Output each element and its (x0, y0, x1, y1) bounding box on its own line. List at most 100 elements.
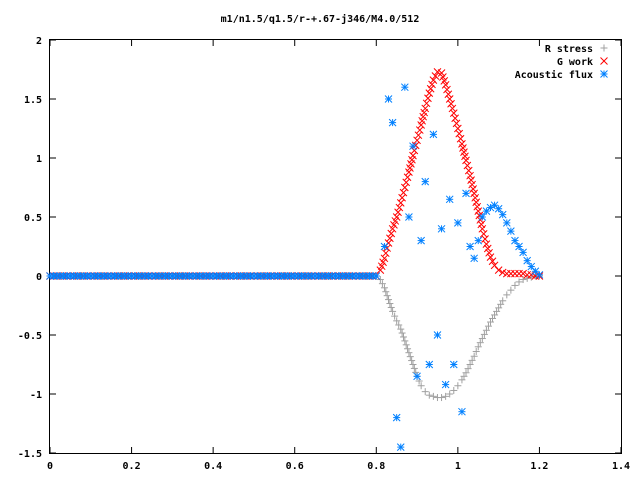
data-point (450, 386, 458, 394)
data-point (428, 80, 436, 89)
data-point (507, 227, 515, 236)
data-point (381, 249, 390, 258)
data-point (469, 185, 478, 193)
data-point (489, 314, 497, 322)
data-point (482, 240, 491, 248)
data-point (438, 394, 446, 402)
data-point (376, 276, 384, 284)
data-point (460, 372, 468, 380)
data-point (449, 109, 458, 118)
data-point (400, 83, 409, 92)
data-point (515, 242, 523, 251)
data-point (441, 80, 450, 89)
data-point (494, 266, 503, 274)
data-point (472, 198, 481, 207)
data-point (464, 365, 472, 373)
y-tick-label: 0.5 (24, 213, 42, 224)
data-point (413, 372, 421, 381)
data-point (383, 292, 391, 300)
data-point (498, 210, 507, 219)
data-point (397, 325, 405, 333)
series-layer (46, 68, 544, 451)
data-point (429, 392, 437, 400)
data-point (462, 369, 470, 377)
data-point (494, 204, 503, 213)
data-point (380, 254, 389, 263)
data-point (387, 303, 395, 311)
data-point (425, 391, 433, 399)
data-point (405, 349, 413, 357)
data-point (474, 207, 483, 215)
data-point (408, 357, 416, 365)
y-tick-label: 0 (36, 272, 42, 283)
legend-marker (600, 70, 608, 78)
data-point (458, 407, 466, 416)
data-point (535, 270, 544, 279)
y-tick-label: 2 (36, 36, 42, 47)
data-point (437, 224, 446, 233)
data-point (466, 171, 474, 180)
data-point (444, 90, 453, 99)
data-point (454, 382, 462, 390)
data-point (474, 343, 482, 351)
data-point (385, 296, 393, 304)
data-point (441, 380, 450, 389)
data-point (478, 224, 487, 233)
data-point (422, 99, 431, 108)
x-tick-label: 0.6 (286, 461, 304, 472)
data-point (398, 329, 406, 337)
legend-label: Acoustic flux (515, 69, 593, 81)
x-axis: 0 0.2 0.4 0.6 0.8 1 1.2 1.4 (47, 40, 630, 472)
data-point (386, 300, 394, 308)
data-point (413, 136, 421, 145)
data-point (417, 236, 426, 245)
data-point (474, 236, 483, 245)
data-point (410, 364, 418, 372)
data-point (471, 193, 480, 202)
data-point (426, 84, 435, 93)
x-tick-label: 0.8 (367, 461, 385, 472)
data-point (421, 388, 429, 396)
data-point (382, 288, 390, 296)
data-point (479, 230, 488, 238)
data-point (483, 244, 492, 253)
data-point (401, 337, 409, 345)
data-point (488, 257, 497, 266)
data-point (406, 353, 414, 361)
data-point (454, 219, 462, 227)
x-tick-label: 0.4 (204, 461, 222, 472)
data-point (458, 376, 466, 384)
x-tick-label: 1 (455, 461, 461, 472)
data-point (409, 151, 417, 160)
chart-title: m1/n1.5/q1.5/r-+.67-j346/M4.0/512 (221, 13, 420, 25)
data-point (481, 235, 489, 243)
data-point (451, 114, 459, 123)
data-point (493, 307, 501, 315)
data-point (503, 291, 511, 299)
data-point (454, 124, 462, 133)
data-point (399, 333, 407, 341)
y-tick-label: -1 (30, 390, 42, 401)
data-point (403, 173, 412, 182)
data-point (476, 339, 484, 347)
data-point (396, 198, 405, 207)
legend-marker (600, 44, 608, 52)
data-point (486, 253, 495, 261)
data-point (446, 390, 454, 398)
data-point (389, 307, 397, 315)
data-point (378, 280, 386, 288)
data-point (394, 208, 402, 217)
data-point (523, 256, 532, 265)
data-point (421, 104, 430, 113)
x-tick-label: 0 (47, 461, 53, 472)
data-point (415, 126, 424, 134)
data-point (393, 317, 401, 325)
data-point (478, 213, 487, 221)
data-point (400, 183, 409, 192)
data-point (372, 272, 381, 280)
data-point (456, 134, 465, 143)
data-point (523, 274, 531, 282)
